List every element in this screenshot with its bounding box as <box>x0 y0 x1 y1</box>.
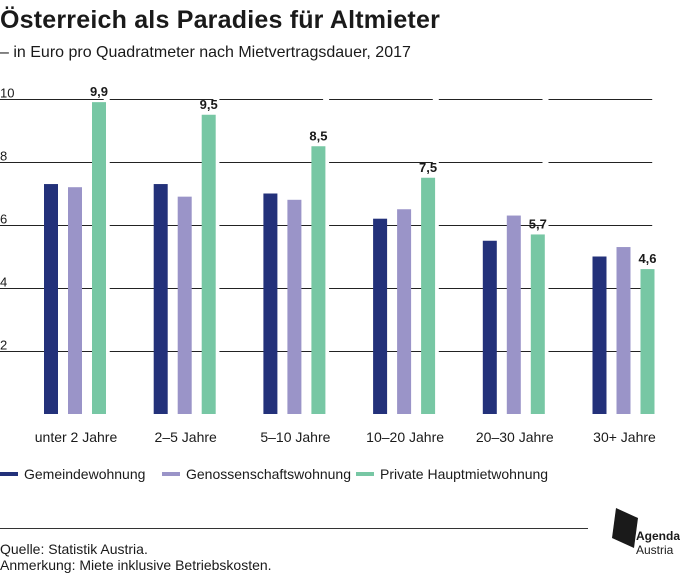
bar-gemeindewohnung <box>263 193 278 414</box>
legend-swatch <box>356 472 374 476</box>
bar-gemeindewohnung <box>44 184 58 414</box>
legend-label: Private Hauptmietwohnung <box>380 466 548 482</box>
legend-swatch <box>162 472 180 476</box>
data-label: 4,6 <box>638 251 656 266</box>
y-tick-label: 8 <box>0 149 7 164</box>
bar-genossenschaftswohnung <box>397 209 412 414</box>
logo-text-line1: Agenda <box>636 529 680 543</box>
legend-label: Gemeindewohnung <box>24 466 145 482</box>
bar-gemeindewohnung <box>592 256 607 414</box>
data-label: 8,5 <box>309 128 327 143</box>
data-label: 7,5 <box>419 160 437 175</box>
bar-genossenschaftswohnung <box>506 215 521 414</box>
x-category-label: 2–5 Jahre <box>155 429 217 445</box>
footer-separator <box>0 528 588 529</box>
bar-private hauptmietwohnung <box>530 234 545 414</box>
bar-gemeindewohnung <box>373 218 388 414</box>
bar-private hauptmietwohnung <box>92 102 106 415</box>
bar-chart: 2 4 6 8 10 9,9 9,5 8,5 7,5 5,7 4,6 unter 2 Jahre 2–5… <box>0 84 657 482</box>
legend-label: Genossenschaftswohnung <box>186 466 351 482</box>
x-category-label: unter 2 Jahre <box>35 429 118 445</box>
annotation-note: Anmerkung: Miete inklusive Betriebskoste… <box>0 557 272 573</box>
x-category-label: 20–30 Jahre <box>476 429 554 445</box>
bar-private hauptmietwohnung <box>640 269 655 414</box>
source-note: Quelle: Statistik Austria. <box>0 541 148 557</box>
bar-private hauptmietwohnung <box>311 146 326 414</box>
logo-mark-icon <box>612 508 638 548</box>
y-tick-label: 4 <box>0 275 7 290</box>
chart-subtitle: – in Euro pro Quadratmeter nach Mietvert… <box>0 44 411 61</box>
x-category-label: 5–10 Jahre <box>260 429 330 445</box>
bar-private hauptmietwohnung <box>201 114 216 414</box>
data-label: 9,9 <box>90 84 108 99</box>
y-tick-label: 10 <box>0 86 14 101</box>
agenda-austria-logo: Agenda Austria <box>612 508 680 568</box>
data-label: 5,7 <box>529 216 547 231</box>
bar-gemeindewohnung <box>482 240 497 414</box>
bar-genossenschaftswohnung <box>287 199 302 414</box>
bar-gemeindewohnung <box>153 184 168 414</box>
bar-genossenschaftswohnung <box>68 187 82 414</box>
chart-title: Österreich als Paradies für Altmieter <box>0 6 440 34</box>
bar-genossenschaftswohnung <box>616 247 631 414</box>
bar-private hauptmietwohnung <box>421 177 436 414</box>
data-label: 9,5 <box>200 97 218 112</box>
legend-swatch <box>0 472 18 476</box>
x-category-label: 10–20 Jahre <box>366 429 444 445</box>
x-category-label: 30+ Jahre <box>593 429 656 445</box>
bar-genossenschaftswohnung <box>177 196 192 414</box>
logo-text-line2: Austria <box>636 543 674 557</box>
y-tick-label: 2 <box>0 338 7 353</box>
y-tick-label: 6 <box>0 212 7 227</box>
